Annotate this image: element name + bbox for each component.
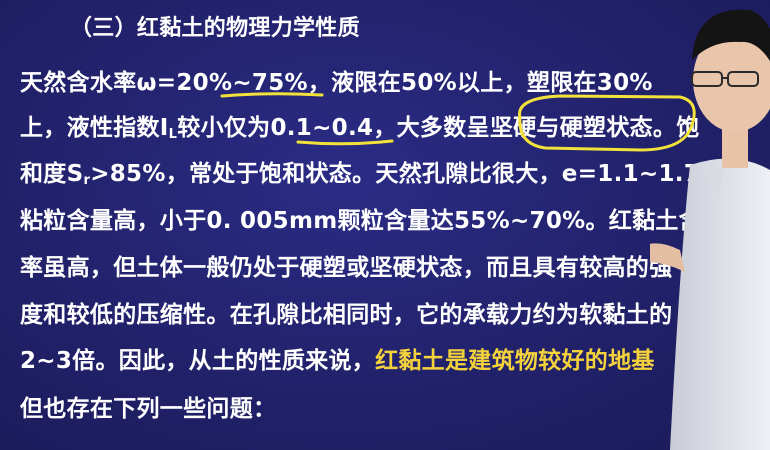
line-text: 但也存在下列一些问题： bbox=[20, 396, 277, 422]
subscript-text: r bbox=[83, 173, 91, 188]
subscript-text: L bbox=[168, 127, 178, 142]
line-text: 粘粒含量高，小于0. 005mm颗粒含量达55%~70%。红黏土含水 bbox=[20, 208, 726, 234]
paragraph-line: 率虽高，但土体一般仍处于硬塑或坚硬状态，而且具有较高的强 bbox=[20, 248, 672, 282]
paragraph-line: 但也存在下列一些问题： bbox=[20, 389, 276, 423]
paragraph-line: 粘粒含量高，小于0. 005mm颗粒含量达55%~70%。红黏土含水 bbox=[20, 201, 725, 235]
line-text: 较小仅为0.1~0.4，大多数呈坚硬与硬塑状态。饱 bbox=[177, 115, 700, 141]
line-text: 和度S bbox=[20, 161, 84, 187]
presenter-figure bbox=[650, 9, 770, 450]
paragraph-line: 天然含水率ω=20%~75%，液限在50%以上，塑限在30% bbox=[20, 63, 653, 97]
paragraph-line: 上，液性指数IL较小仅为0.1~0.4，大多数呈坚硬与硬塑状态。饱 bbox=[20, 108, 700, 142]
line-text: 天然含水率ω=20%~75%，液限在50%以上，塑限在30% bbox=[20, 70, 653, 96]
paragraph-line: 2~3倍。因此，从土的性质来说，红黏土是建筑物较好的地基 bbox=[20, 341, 655, 375]
line-text: 上，液性指数I bbox=[20, 115, 169, 141]
paragraph-line: 度和较低的压缩性。在孔隙比相同时，它的承载力约为软黏土的 bbox=[20, 295, 672, 329]
highlighted-text: 红黏土是建筑物较好的地基 bbox=[375, 348, 655, 374]
line-text: 度和较低的压缩性。在孔隙比相同时，它的承载力约为软黏土的 bbox=[20, 302, 673, 328]
line-text: 率虽高，但土体一般仍处于硬塑或坚硬状态，而且具有较高的强 bbox=[20, 255, 673, 281]
section-heading: （三）红黏土的物理力学性质 bbox=[70, 16, 360, 41]
line-text: 2~3倍。因此，从土的性质来说， bbox=[20, 348, 376, 374]
paragraph-line: 和度Sr>85%，常处于饱和状态。天然孔隙比很大，e=1.1~1.7。 bbox=[20, 154, 723, 188]
line-text: >85%，常处于饱和状态。天然孔隙比很大，e=1.1~1.7。 bbox=[90, 161, 724, 187]
